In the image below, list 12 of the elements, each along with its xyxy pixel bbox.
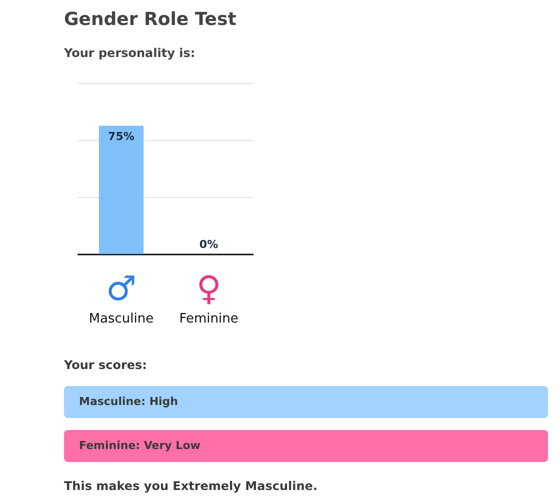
x-tick-label: Feminine (179, 312, 238, 326)
data-label: 75% (108, 130, 134, 143)
text: Feminine: Very Low (79, 439, 200, 452)
text: ♀ (196, 269, 222, 309)
x-tick-label: Masculine (88, 312, 154, 326)
text: Masculine: High (79, 395, 178, 408)
chart-subtitle: Your personality is: (63, 46, 196, 60)
chart-title: Gender Role Test (64, 9, 237, 30)
text: Your scores: (63, 358, 147, 372)
data-label: 0% (199, 238, 218, 251)
text: ♂ (106, 269, 136, 309)
text: This makes you Extremely Masculine. (64, 479, 318, 493)
